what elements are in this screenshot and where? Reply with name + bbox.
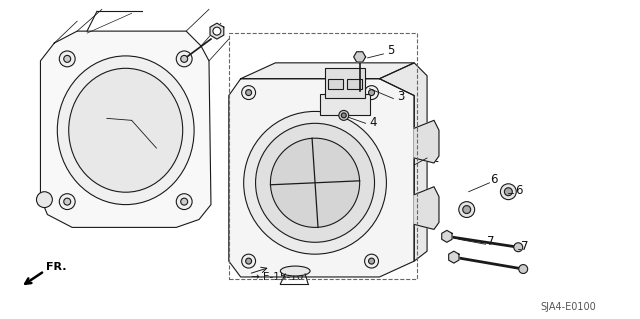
Circle shape bbox=[64, 56, 70, 62]
Bar bbox=[229, 33, 417, 279]
Circle shape bbox=[255, 123, 374, 242]
Circle shape bbox=[339, 110, 349, 120]
Circle shape bbox=[246, 258, 252, 264]
Circle shape bbox=[341, 113, 346, 118]
Circle shape bbox=[180, 56, 188, 62]
Circle shape bbox=[365, 85, 378, 100]
Circle shape bbox=[463, 205, 470, 213]
Circle shape bbox=[36, 192, 52, 208]
Circle shape bbox=[244, 111, 387, 254]
Circle shape bbox=[242, 254, 255, 268]
Bar bbox=[320, 93, 369, 115]
Circle shape bbox=[365, 254, 378, 268]
Circle shape bbox=[60, 51, 75, 67]
Polygon shape bbox=[414, 187, 439, 229]
Text: SJA4-E0100: SJA4-E0100 bbox=[540, 302, 596, 312]
Text: 7: 7 bbox=[521, 240, 529, 253]
Polygon shape bbox=[229, 79, 414, 277]
Bar bbox=[325, 68, 365, 98]
Circle shape bbox=[246, 90, 252, 96]
Circle shape bbox=[459, 202, 475, 218]
Circle shape bbox=[504, 188, 512, 196]
Polygon shape bbox=[40, 31, 211, 227]
Text: → E-15-10: → E-15-10 bbox=[251, 272, 303, 282]
Circle shape bbox=[176, 51, 192, 67]
Circle shape bbox=[369, 90, 374, 96]
Text: 5: 5 bbox=[387, 44, 395, 57]
Polygon shape bbox=[354, 52, 365, 62]
Text: 7: 7 bbox=[486, 235, 494, 248]
Circle shape bbox=[60, 194, 75, 210]
Circle shape bbox=[64, 198, 70, 205]
Circle shape bbox=[180, 198, 188, 205]
Ellipse shape bbox=[58, 56, 194, 204]
Text: 3: 3 bbox=[397, 90, 404, 103]
Circle shape bbox=[369, 258, 374, 264]
Text: 1: 1 bbox=[163, 142, 171, 155]
Polygon shape bbox=[414, 120, 439, 163]
Text: 2: 2 bbox=[431, 152, 438, 165]
Circle shape bbox=[271, 138, 360, 227]
Circle shape bbox=[500, 184, 516, 200]
Bar bbox=[347, 79, 362, 89]
Text: FR.: FR. bbox=[47, 262, 67, 272]
Ellipse shape bbox=[68, 68, 182, 192]
Text: 6: 6 bbox=[515, 184, 523, 197]
Circle shape bbox=[213, 27, 221, 35]
Text: 6: 6 bbox=[490, 173, 498, 186]
Polygon shape bbox=[380, 63, 427, 261]
Polygon shape bbox=[210, 23, 224, 39]
Polygon shape bbox=[442, 230, 452, 242]
Circle shape bbox=[242, 85, 255, 100]
Bar bbox=[328, 79, 343, 89]
Polygon shape bbox=[241, 63, 414, 79]
Text: 4: 4 bbox=[369, 116, 377, 129]
Circle shape bbox=[519, 264, 527, 273]
Polygon shape bbox=[449, 251, 459, 263]
Circle shape bbox=[514, 243, 523, 252]
Ellipse shape bbox=[280, 266, 310, 276]
Circle shape bbox=[176, 194, 192, 210]
